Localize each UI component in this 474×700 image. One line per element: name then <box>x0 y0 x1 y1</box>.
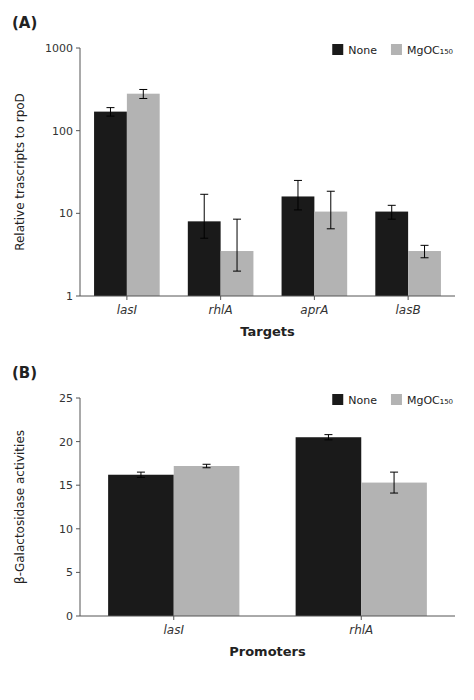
error-bar <box>327 191 335 229</box>
y-tick-label: 15 <box>59 479 73 492</box>
legend-item: MgOC₁₅₀ <box>391 394 454 407</box>
bar <box>94 112 127 296</box>
error-bar <box>106 108 114 116</box>
x-axis <box>80 616 455 617</box>
legend-label: MgOC₁₅₀ <box>407 44 454 57</box>
background <box>0 0 474 700</box>
panel: (B) 0 5 10 15 20 25 lasI rhlA Promoters β-Galactos… <box>12 364 455 659</box>
legend-label: None <box>348 394 377 407</box>
x-tick-label: rhlA <box>349 623 373 637</box>
legend-swatch <box>332 44 343 55</box>
y-tick <box>76 130 80 131</box>
x-tick <box>361 616 362 620</box>
y-tick <box>76 441 80 442</box>
y-tick <box>76 528 80 529</box>
x-tick-label: aprA <box>300 303 328 317</box>
error-bar <box>233 219 241 271</box>
x-tick <box>314 296 315 300</box>
y-tick <box>76 213 80 214</box>
error-bar <box>390 472 398 493</box>
x-axis-label: Promoters <box>229 644 306 659</box>
x-tick <box>408 296 409 300</box>
legend-label: MgOC₁₅₀ <box>407 394 454 407</box>
x-axis-label: Targets <box>240 324 295 339</box>
bar <box>296 437 362 616</box>
legend-swatch <box>332 394 343 405</box>
error-bar <box>388 205 396 219</box>
x-tick-label: rhlA <box>209 303 233 317</box>
y-tick-label: 25 <box>59 392 73 405</box>
x-tick-label: lasI <box>117 303 138 317</box>
marks <box>94 89 441 296</box>
legend: None MgOC₁₅₀ <box>332 44 453 57</box>
error-bar <box>200 194 208 238</box>
y-tick <box>76 296 80 297</box>
title: (B) <box>12 364 37 382</box>
error-bar <box>203 464 211 467</box>
x-tick <box>173 616 174 620</box>
legend-swatch <box>391 394 402 405</box>
y-axis-label: β-Galactosidase activities <box>13 430 27 584</box>
y-axis <box>80 398 81 616</box>
x-axis <box>80 296 455 297</box>
bar <box>361 483 427 616</box>
x-tick <box>126 296 127 300</box>
bar <box>108 475 174 616</box>
y-tick-label: 1 <box>66 290 73 303</box>
y-tick <box>76 616 80 617</box>
panel: (A) 1 10 100 1000 lasI rhlA aprA lasB Targets Rela… <box>12 14 455 339</box>
y-tick-label: 10 <box>59 523 73 536</box>
y-axis <box>80 48 81 296</box>
x-tick-label: lasI <box>164 623 185 637</box>
y-tick <box>76 48 80 49</box>
error-bar <box>294 180 302 209</box>
legend-label: None <box>348 44 377 57</box>
bar <box>174 466 240 616</box>
y-tick <box>76 572 80 573</box>
x-tick <box>220 296 221 300</box>
legend-item: MgOC₁₅₀ <box>391 44 454 57</box>
y-axis-label: Relative trascripts to rpoD <box>13 93 27 251</box>
title: (A) <box>12 14 37 32</box>
error-bar <box>421 245 429 257</box>
marks <box>108 435 427 616</box>
legend: None MgOC₁₅₀ <box>332 394 453 407</box>
legend-item: None <box>332 394 377 407</box>
bar <box>375 212 408 296</box>
x-tick-label: lasB <box>396 303 421 317</box>
bar <box>282 196 315 296</box>
figure: (A)1101001000lasIrhlAaprAlasBTargetsRela… <box>0 0 474 700</box>
error-bar <box>324 435 332 440</box>
y-tick <box>76 398 80 399</box>
y-tick <box>76 485 80 486</box>
y-tick-label: 10 <box>59 207 73 220</box>
bar <box>408 251 441 296</box>
error-bar <box>137 472 145 477</box>
y-tick-label: 0 <box>66 610 73 623</box>
y-tick-label: 1000 <box>45 42 73 55</box>
legend-swatch <box>391 44 402 55</box>
y-tick-label: 5 <box>66 566 73 579</box>
bar <box>127 94 160 296</box>
y-tick-label: 100 <box>52 125 73 138</box>
legend-item: None <box>332 44 377 57</box>
y-tick-label: 20 <box>59 436 73 449</box>
error-bar <box>139 89 147 98</box>
